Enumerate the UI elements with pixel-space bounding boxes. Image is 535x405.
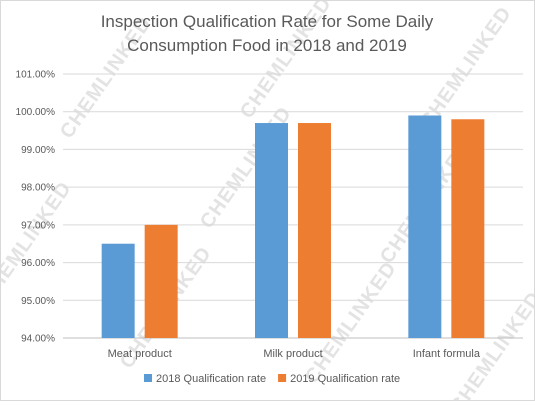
y-tick-label: 97.00% bbox=[21, 220, 55, 231]
legend-label: 2018 Qualification rate bbox=[156, 373, 266, 385]
watermark-text: CHEMLINKED bbox=[56, 13, 156, 143]
y-tick-label: 101.00% bbox=[16, 70, 56, 81]
bar-2018-1 bbox=[255, 123, 288, 339]
bar-2019-2 bbox=[451, 119, 485, 338]
bar-2018-0 bbox=[101, 243, 135, 338]
x-axis: Meat product Milk product Infant formula bbox=[108, 348, 481, 360]
y-tick-label: 99.00% bbox=[21, 145, 55, 156]
legend-swatch bbox=[144, 374, 152, 382]
y-tick-label: 94.00% bbox=[21, 334, 55, 345]
bar-2019-1 bbox=[298, 123, 331, 339]
chart-title-line-2: Consumption Food in 2018 and 2019 bbox=[127, 36, 407, 55]
bar-2018-2 bbox=[408, 115, 442, 338]
chart-title-line-1: Inspection Qualification Rate for Some D… bbox=[101, 12, 434, 31]
legend-swatch bbox=[278, 374, 287, 382]
y-tick-label: 96.00% bbox=[21, 258, 55, 269]
y-tick-label: 95.00% bbox=[21, 296, 55, 307]
x-category-label: Milk product bbox=[263, 348, 322, 360]
x-category-label: Infant formula bbox=[413, 348, 481, 360]
legend-label: 2019 Qualification rate bbox=[290, 373, 400, 385]
watermark-text: CHEMLINKED bbox=[1, 178, 76, 308]
bars bbox=[101, 115, 485, 339]
x-category-label: Meat product bbox=[108, 348, 172, 360]
y-tick-label: 100.00% bbox=[16, 107, 56, 118]
y-tick-label: 98.00% bbox=[21, 183, 55, 194]
gridlines bbox=[63, 73, 523, 339]
bar-2019-0 bbox=[144, 224, 178, 338]
legend: 2018 Qualification rate 2019 Qualificatio… bbox=[144, 373, 400, 385]
y-axis: 94.00% 95.00% 96.00% 97.00% 98.00% 99.00% 100.… bbox=[16, 70, 56, 345]
